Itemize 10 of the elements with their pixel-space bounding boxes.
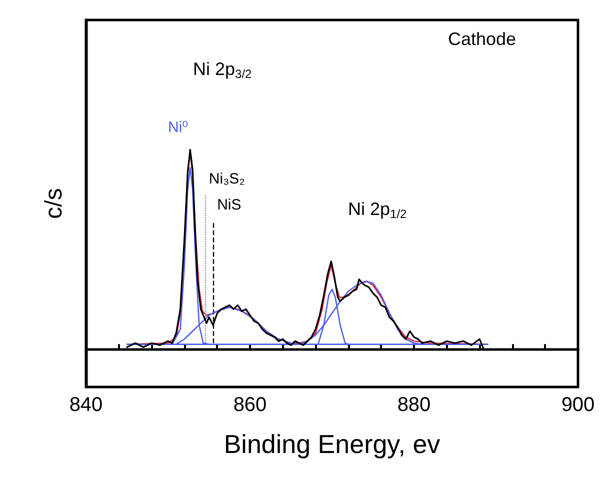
x-tick-label: 860: [233, 394, 267, 416]
text: Ni⁰: [168, 119, 188, 136]
x-tick-label: 880: [397, 394, 431, 416]
ref-line-label: NiS: [217, 196, 242, 214]
text: Cathode: [448, 29, 516, 49]
x-axis-title: Binding Energy, ev: [224, 429, 440, 459]
ref-line-label: Ni₃S₂: [208, 170, 246, 188]
y-axis-title: c/s: [40, 188, 68, 219]
x-tick-label: 840: [69, 394, 103, 416]
x-tick-label: 900: [561, 394, 595, 416]
